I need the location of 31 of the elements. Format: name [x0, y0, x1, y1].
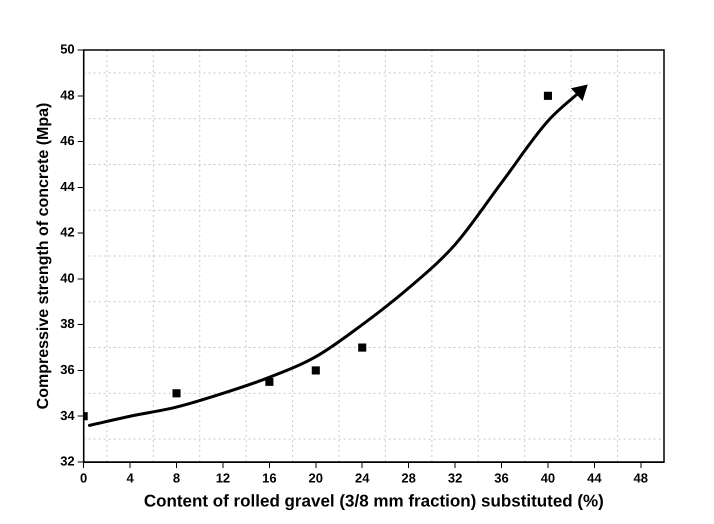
point [172, 389, 181, 398]
x-tick-label: 48 [634, 470, 648, 486]
x-tick-label: 16 [262, 470, 277, 486]
y-axis-title: Compressive strength of concrete (Mpa) [35, 102, 52, 410]
x-tick-label: 24 [354, 470, 370, 486]
point [358, 344, 366, 352]
x-tick-label: 44 [587, 470, 602, 486]
y-tick-label: 34 [60, 408, 76, 423]
x-tick-label: 4 [126, 470, 134, 486]
x-tick-label: 28 [401, 470, 416, 486]
y-tick-label: 46 [60, 133, 75, 148]
x-tick-label: 36 [494, 470, 509, 486]
x-tick-label: 32 [448, 470, 462, 486]
y-tick-label: 36 [60, 362, 75, 378]
point [572, 84, 588, 100]
y-tick-label: 32 [60, 454, 75, 469]
x-tick-label: 20 [308, 470, 324, 486]
y-tick-label: 38 [60, 316, 75, 332]
y-tick-label: 50 [60, 42, 75, 57]
point [265, 378, 274, 386]
x-tick-label: 8 [172, 470, 180, 486]
y-tick-label: 44 [60, 178, 76, 194]
y-tick-label: 42 [60, 224, 75, 240]
x-tick-label: 40 [540, 470, 556, 486]
point [312, 366, 320, 374]
x-axis-title: Content of rolled gravel (3/8 mm fraction) substituted (%) [144, 491, 604, 510]
point [544, 92, 552, 100]
x-tick-label: 12 [216, 470, 230, 486]
y-tick-label: 40 [60, 270, 75, 286]
x-tick-label: 0 [80, 470, 88, 486]
y-tick-label: 48 [60, 87, 75, 102]
